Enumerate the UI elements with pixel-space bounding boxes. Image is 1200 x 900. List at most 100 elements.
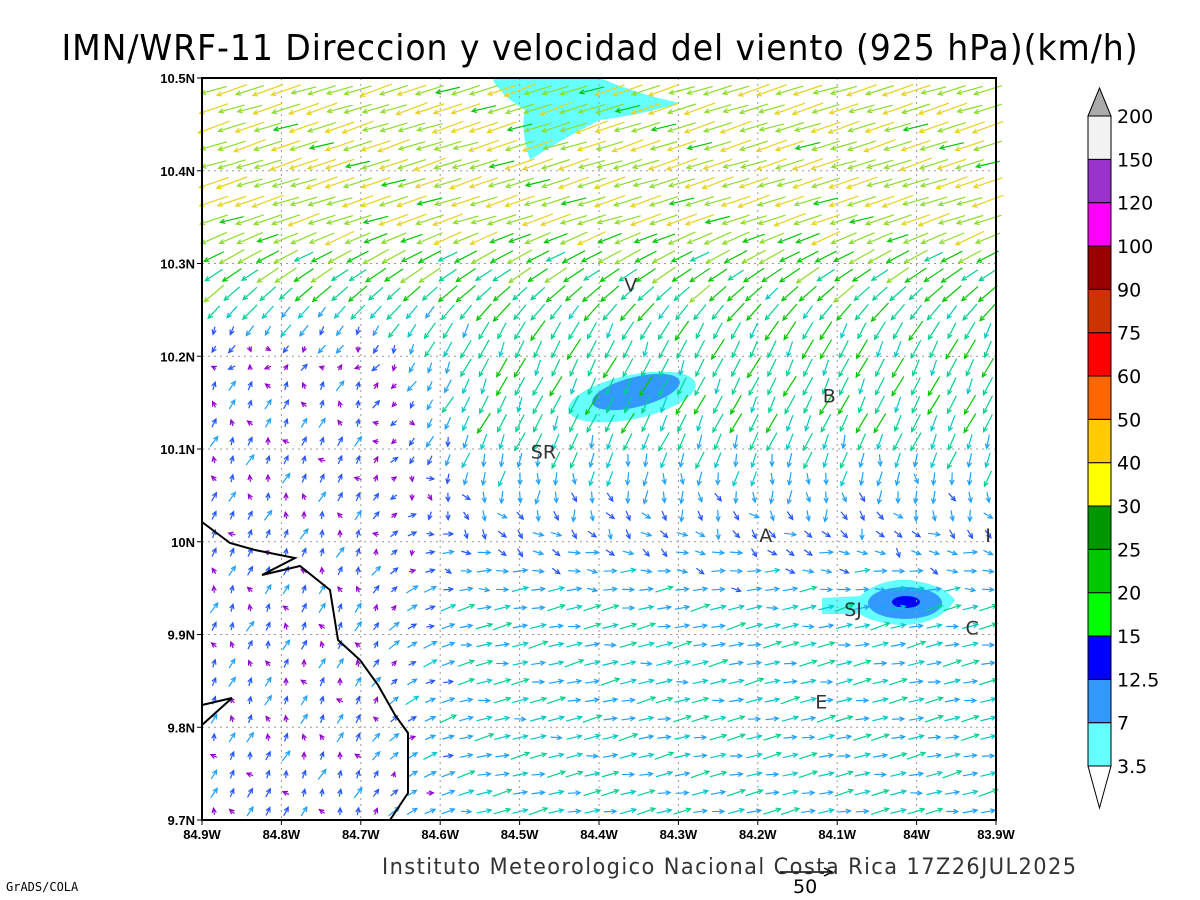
wind-arrow — [476, 412, 491, 435]
wind-arrow — [778, 267, 801, 283]
wind-arrow — [731, 587, 742, 593]
wind-arrow — [449, 175, 482, 190]
wind-arrow — [560, 197, 587, 206]
wind-arrow — [978, 268, 997, 282]
wind-arrow — [875, 377, 885, 396]
wind-arrow — [489, 232, 514, 244]
wind-arrow — [588, 471, 595, 487]
wind-arrow — [386, 304, 402, 321]
wind-arrow — [656, 678, 674, 685]
wind-arrow — [767, 358, 777, 378]
wind-arrow — [660, 548, 668, 558]
wind-arrow — [424, 697, 437, 704]
wind-arrow — [712, 413, 724, 434]
wind-arrow — [229, 640, 235, 649]
wind-arrow — [469, 159, 498, 170]
wind-arrow — [545, 285, 566, 303]
wind-arrow — [551, 340, 561, 359]
wind-arrow — [908, 287, 923, 301]
wind-arrow — [945, 339, 959, 360]
wind-arrow — [619, 622, 638, 630]
wind-arrow — [899, 157, 932, 171]
wind-arrow — [946, 550, 959, 556]
wind-arrow — [647, 102, 680, 115]
wind-arrow — [635, 268, 656, 283]
wind-arrow — [857, 322, 867, 340]
wind-arrow — [270, 103, 300, 115]
wind-arrow — [487, 178, 516, 188]
wind-arrow — [237, 249, 262, 264]
wind-arrow — [407, 789, 418, 797]
wind-arrow — [438, 268, 457, 282]
wind-arrow — [426, 531, 435, 537]
wind-arrow — [606, 323, 614, 339]
wind-arrow — [478, 358, 490, 378]
wind-arrow — [947, 414, 956, 433]
wind-arrow — [749, 433, 759, 451]
colorbar-label: 150 — [1117, 149, 1153, 171]
wind-arrow — [695, 451, 705, 470]
wind-arrow — [728, 678, 745, 685]
wind-arrow — [930, 567, 939, 575]
wind-arrow — [622, 605, 636, 611]
wind-arrow — [301, 492, 307, 501]
wind-arrow — [803, 549, 813, 557]
y-tick-label: 9.8N — [168, 720, 195, 735]
wind-arrow — [454, 250, 477, 263]
wind-arrow — [870, 269, 889, 282]
wind-arrow — [910, 790, 924, 796]
wind-arrow — [240, 269, 259, 281]
wind-arrow — [691, 696, 710, 704]
wind-arrow — [774, 159, 804, 170]
wind-arrow — [379, 122, 408, 133]
wind-arrow — [889, 789, 908, 796]
wind-arrow — [462, 472, 469, 486]
wind-arrow — [963, 394, 977, 416]
wind-arrow — [506, 249, 533, 264]
wind-arrow — [583, 303, 600, 322]
wind-arrow — [409, 494, 415, 502]
wind-arrow — [908, 659, 926, 667]
wind-arrow — [246, 586, 253, 593]
wind-arrow — [283, 399, 290, 410]
wind-arrow — [477, 549, 492, 556]
wind-arrow — [247, 713, 253, 724]
wind-arrow — [839, 340, 849, 359]
wind-arrow — [559, 122, 588, 133]
wind-arrow — [371, 565, 382, 576]
wind-arrow — [775, 85, 804, 96]
wind-arrow — [372, 399, 381, 409]
wind-arrow — [765, 287, 779, 300]
wind-arrow — [782, 303, 798, 322]
wind-arrow — [637, 302, 655, 322]
wind-arrow — [204, 268, 223, 282]
wind-arrow — [675, 549, 690, 556]
wind-arrow — [606, 492, 614, 503]
wind-arrow — [512, 623, 529, 629]
wind-arrow — [342, 140, 373, 152]
wind-arrow — [247, 659, 253, 667]
wind-arrow — [405, 695, 420, 706]
wind-arrow — [901, 196, 929, 207]
wind-arrow — [692, 623, 709, 629]
wind-arrow — [801, 734, 816, 741]
wind-arrow — [513, 789, 529, 796]
wind-arrow — [424, 734, 437, 741]
wind-arrow — [603, 586, 619, 592]
wind-arrow — [783, 734, 798, 740]
wind-arrow — [946, 358, 958, 378]
wind-arrow — [247, 639, 253, 650]
wind-arrow — [528, 640, 549, 649]
wind-arrow — [677, 377, 687, 396]
wind-arrow — [865, 159, 894, 170]
wind-arrow — [523, 85, 552, 96]
wind-arrow — [251, 83, 284, 97]
wind-arrow — [460, 358, 472, 378]
wind-arrow — [390, 383, 397, 390]
wind-arrow — [893, 512, 904, 519]
wind-arrow — [495, 771, 511, 777]
wind-arrow — [946, 451, 957, 470]
wind-arrow — [949, 472, 955, 486]
wind-arrow — [217, 140, 246, 152]
wind-arrow — [785, 568, 796, 574]
